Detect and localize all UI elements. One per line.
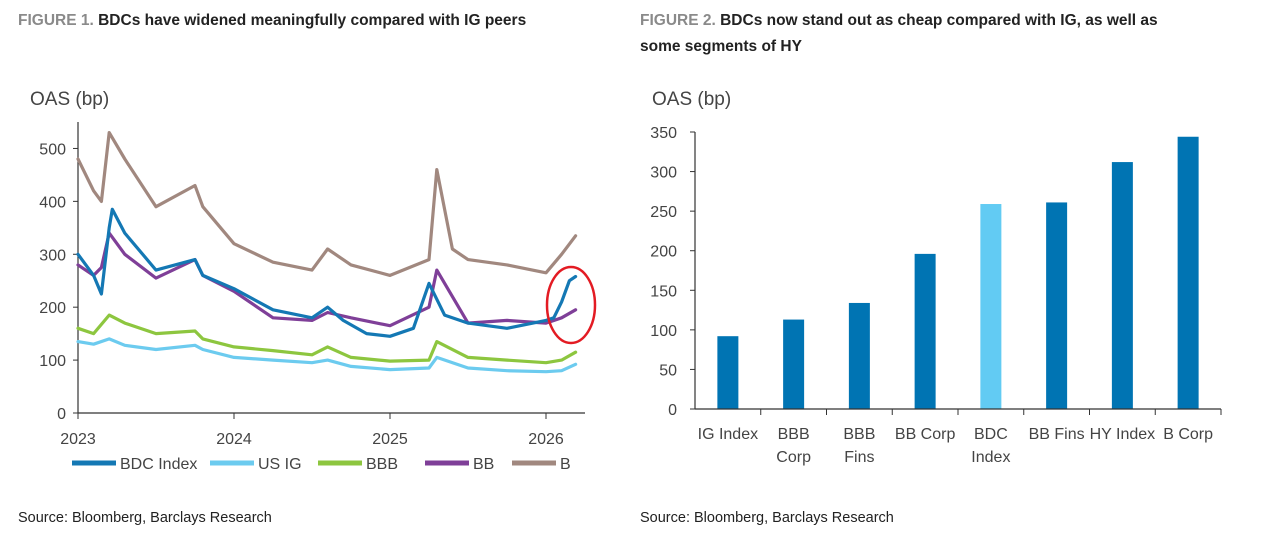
figure2-x-tick-label-bdc-index-line2: Index <box>971 449 1010 466</box>
figure1-y-tick-label: 100 <box>39 353 66 370</box>
figure1-legend-label-bb: BB <box>473 456 494 473</box>
figure2-bar-chart: OAS (bp) 0 50 100 150 200 250 300 350 IG Index BBB… <box>650 89 1222 466</box>
figure1-x-tick-label: 2024 <box>216 431 252 448</box>
figure2-y-tick-label: 300 <box>650 165 677 182</box>
figure1-series-line-bdc-index <box>76 207 578 338</box>
figure1-legend-label-bbb: BBB <box>366 456 398 473</box>
figure1-y-axis-label: OAS (bp) <box>30 89 109 110</box>
figure2-y-tick-label: 50 <box>659 362 677 379</box>
figure2-x-tick-label-b-corp: B Corp <box>1163 426 1213 443</box>
figure2-bar-bb-corp <box>914 253 936 409</box>
figure1-label: FIGURE 1. <box>18 12 94 29</box>
figure2-label: FIGURE 2. <box>640 12 716 29</box>
figure2-x-tick-label-bb-fins: BB Fins <box>1029 426 1085 443</box>
figure1-title-text: BDCs have widened meaningfully compared … <box>98 12 527 29</box>
figure2-bar-ig-index <box>717 336 739 409</box>
figure2-x-tick-label-bb-corp: BB Corp <box>895 426 956 443</box>
figure1-y-tick-label: 300 <box>39 247 66 264</box>
figure1-x-tick-label: 2025 <box>372 431 408 448</box>
figure2-y-axis-label: OAS (bp) <box>652 89 731 110</box>
figure2-x-tick-label-ig-index: IG Index <box>698 426 758 443</box>
figure1-y-tick-label: 200 <box>39 300 66 317</box>
figure1-line-chart: OAS (bp) 0 100 200 300 400 500 2023 2024 2025 2026… <box>30 89 597 473</box>
figure2-x-tick-label-bbb-fins-line2: Fins <box>844 449 874 466</box>
figure1-y-tick-label: 0 <box>57 406 66 423</box>
figure2-x-tick-label-bbb-fins: BBB <box>843 426 875 443</box>
figure1-series-line-us-ig <box>76 337 578 374</box>
figure2-x-tick-label-bbb-corp-line2: Corp <box>776 449 811 466</box>
figure2-y-tick-label: 350 <box>650 125 677 142</box>
figure1-title: FIGURE 1. BDCs have widened meaningfully… <box>18 8 526 34</box>
figure2-x-tick-label-hy-index: HY Index <box>1090 426 1156 443</box>
figure1-x-tick-label: 2023 <box>60 431 96 448</box>
figure2-x-tick-label-bbb-corp: BBB <box>778 426 810 443</box>
figure2-bar-b-corp <box>1177 136 1199 409</box>
figure1-series-line-bb <box>76 231 578 328</box>
figure2-y-tick-label: 150 <box>650 283 677 300</box>
figure2-y-tick-label: 200 <box>650 244 677 261</box>
figure2-source: Source: Bloomberg, Barclays Research <box>640 510 894 526</box>
figure1-y-tick-label: 500 <box>39 141 66 158</box>
figure1-series-line-b <box>76 131 578 277</box>
figure1-x-tick-label: 2026 <box>528 431 564 448</box>
figure2-y-tick-label: 100 <box>650 323 677 340</box>
figure2-title-line1: BDCs now stand out as cheap compared wit… <box>720 12 1158 29</box>
figure2-bar-hy-index <box>1111 162 1133 409</box>
figure1-legend-label-us-ig: US IG <box>258 456 302 473</box>
figure2-bar-bbb-corp <box>783 319 805 409</box>
figure2-title: FIGURE 2. BDCs now stand out as cheap co… <box>640 8 1260 60</box>
figure2-bar-bdc-index <box>980 204 1002 409</box>
figure2-title-line2: some segments of HY <box>640 38 802 55</box>
figure2-bar-bbb-fins <box>848 302 870 409</box>
figure1-highlight-circle <box>545 265 597 345</box>
figure2-x-tick-label-bdc-index: BDC <box>974 426 1008 443</box>
figure2-y-tick-label: 0 <box>668 402 677 419</box>
figure2-bar-bb-fins <box>1046 202 1068 409</box>
figure1-y-tick-label: 400 <box>39 194 66 211</box>
figure1-legend-label-b: B <box>560 456 571 473</box>
figure1-source: Source: Bloomberg, Barclays Research <box>18 510 272 526</box>
figure1-legend-label-bdc-index: BDC Index <box>120 456 197 473</box>
figure2-y-tick-label: 250 <box>650 204 677 221</box>
figure1-series-line-bbb <box>76 313 578 365</box>
